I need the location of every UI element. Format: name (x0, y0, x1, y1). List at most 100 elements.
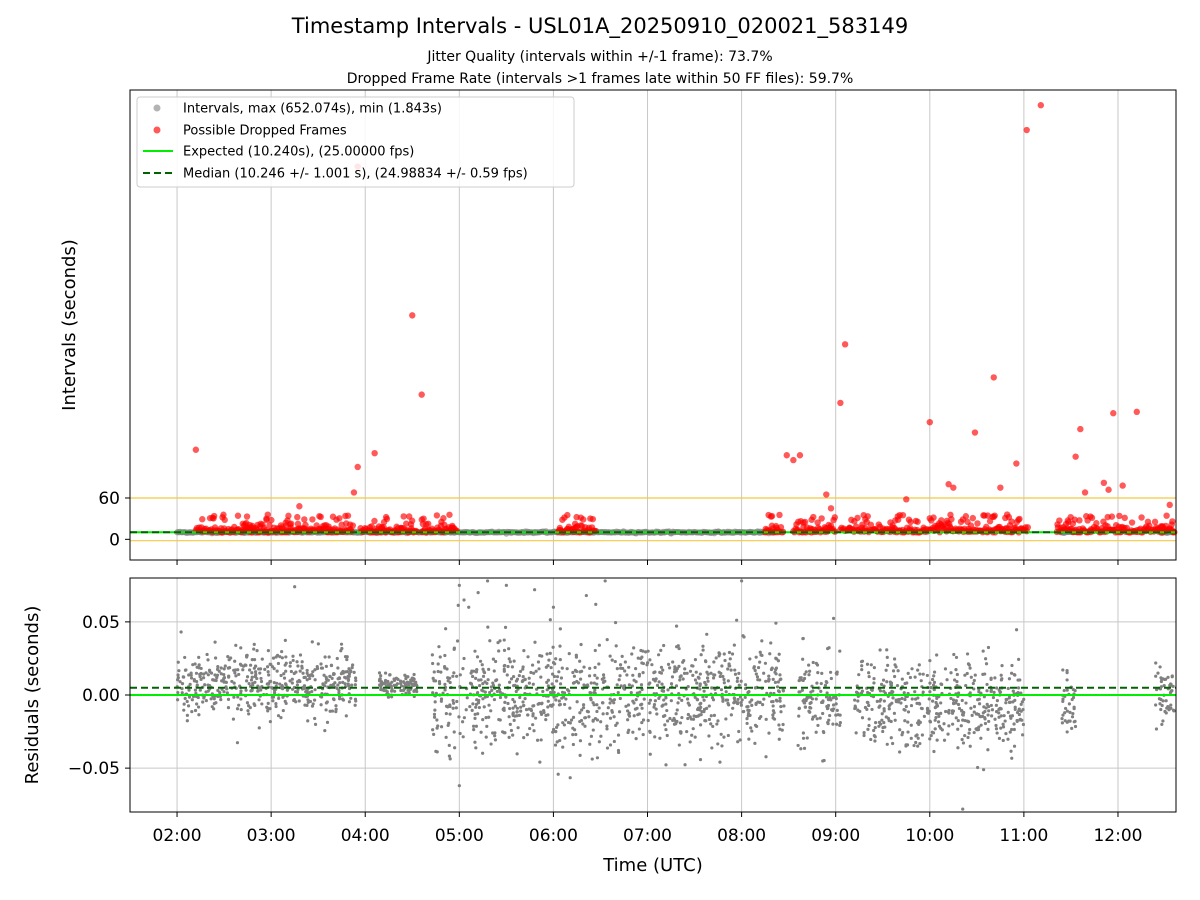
residual-point (821, 699, 825, 703)
residual-point (917, 663, 921, 667)
dropped-frame-point (854, 514, 861, 522)
residual-point (910, 667, 914, 671)
residual-point (891, 690, 895, 694)
residual-point (313, 722, 318, 726)
residual-point (295, 660, 299, 664)
residual-point (718, 760, 722, 764)
residual-point (883, 691, 887, 695)
residual-point (674, 684, 679, 688)
residual-point (657, 680, 661, 684)
residual-point (821, 711, 825, 716)
residual-point (272, 691, 277, 695)
dropped-frame-point (446, 511, 453, 518)
residual-point (407, 691, 411, 695)
xtick-label-7: 09:00 (811, 826, 860, 846)
residual-point (219, 698, 223, 702)
residual-point (563, 702, 567, 707)
residual-point (721, 674, 725, 679)
residual-point (688, 740, 692, 744)
residual-point (977, 702, 982, 706)
residual-point (709, 714, 713, 718)
dropped-frame-outlier-36 (1166, 501, 1173, 509)
residual-point (981, 768, 986, 772)
residual-point (457, 715, 461, 719)
residual-point (562, 723, 567, 727)
residual-point (984, 662, 989, 666)
residual-point (921, 672, 925, 676)
residual-point (587, 674, 592, 678)
legend-label-0: Intervals, max (652.074s), min (1.843s) (183, 102, 442, 117)
residual-point (470, 708, 474, 712)
dropped-frame-outlier-17 (841, 341, 849, 348)
residual-point (540, 701, 544, 705)
residual-point (860, 689, 864, 693)
dropped-frame-point (287, 520, 295, 527)
residual-point (482, 671, 487, 675)
residual-point (574, 655, 579, 659)
residual-point (430, 653, 434, 657)
residual-point (249, 678, 254, 682)
residual-point (245, 679, 249, 683)
residual-point (529, 707, 533, 711)
residual-point (1012, 744, 1017, 748)
residual-point (580, 669, 584, 673)
residual-point (872, 666, 876, 670)
residual-point (712, 713, 717, 717)
residual-point (947, 708, 951, 713)
residual-point (230, 679, 234, 684)
dropped-frame-point (210, 512, 218, 520)
residual-point (398, 679, 403, 683)
residual-point (965, 719, 970, 723)
residual-point (324, 675, 328, 679)
residual-point (660, 704, 664, 708)
residual-point (267, 673, 271, 677)
residual-point (737, 729, 741, 734)
residual-point (699, 701, 703, 705)
residual-point (728, 657, 732, 661)
residual-point (536, 660, 541, 664)
residual-point (983, 672, 987, 676)
residual-point (331, 697, 336, 701)
residual-point (648, 698, 653, 702)
residual-point (754, 672, 758, 676)
residual-outlier-10 (603, 579, 607, 583)
residual-point (807, 673, 811, 677)
residual-point (511, 697, 515, 702)
residual-point (879, 722, 883, 726)
residual-point (235, 741, 240, 745)
residual-point (909, 723, 913, 727)
residual-point (719, 688, 724, 692)
residual-point (300, 666, 304, 670)
residual-point (608, 716, 613, 720)
residual-point (648, 752, 652, 756)
residual-point (681, 677, 685, 681)
residual-point (760, 639, 764, 643)
residual-point (226, 697, 231, 701)
residual-point (350, 683, 354, 687)
residual-point (746, 705, 750, 709)
residual-point (190, 698, 194, 702)
residual-point (259, 679, 264, 684)
residual-point (485, 681, 489, 686)
residual-point (216, 688, 220, 692)
residual-point (587, 715, 591, 719)
residual-point (259, 676, 263, 681)
residual-point (797, 678, 801, 683)
dropped-frame-point (400, 513, 407, 520)
residual-point (626, 703, 631, 707)
residual-point (1161, 719, 1165, 723)
residual-point (508, 706, 512, 711)
dropped-frame-point (301, 516, 308, 523)
residual-point (343, 655, 348, 659)
xtick-label-8: 10:00 (905, 826, 954, 846)
residual-point (906, 730, 910, 734)
residual-point (578, 677, 583, 681)
residual-point (563, 736, 567, 740)
residual-point (394, 683, 398, 687)
residual-point (189, 671, 193, 675)
residual-point (530, 663, 535, 667)
residual-point (239, 663, 243, 667)
residual-point (1164, 699, 1168, 703)
dropped-frame-point (433, 512, 441, 519)
